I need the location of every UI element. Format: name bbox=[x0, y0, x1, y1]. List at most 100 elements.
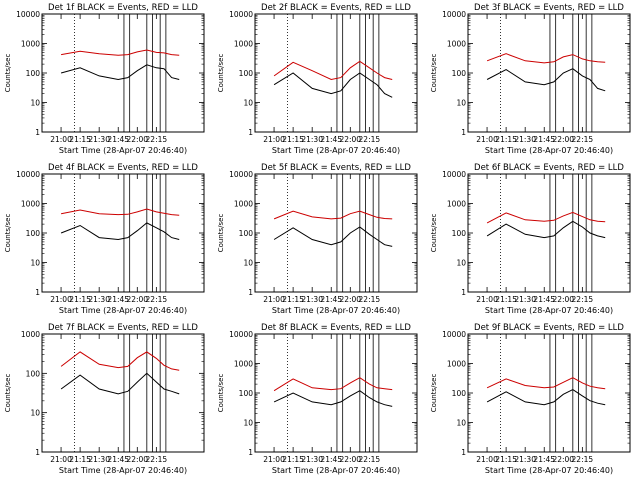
detector-chart-7: Det 7f BLACK = Events, RED = LLD Counts/s… bbox=[4, 323, 205, 475]
x-tick-label: 22:15 bbox=[572, 135, 594, 144]
y-tick-label: 100 bbox=[239, 69, 254, 78]
events-series-line bbox=[273, 72, 393, 98]
events-series-line bbox=[486, 389, 606, 406]
x-axis-label: Start Time (28-Apr-07 20:46:40) bbox=[59, 466, 187, 475]
chart-title: Det 4f BLACK = Events, RED = LLD bbox=[48, 163, 198, 173]
x-axis-label: Start Time (28-Apr-07 20:46:40) bbox=[485, 466, 613, 475]
lld-series-line bbox=[273, 60, 393, 81]
x-tick-label: 21:00 bbox=[50, 455, 72, 464]
chart-title: Det 5f BLACK = Events, RED = LLD bbox=[261, 163, 411, 173]
x-tick-label: 21:00 bbox=[50, 135, 72, 144]
x-tick-label: 21:45 bbox=[533, 295, 555, 304]
plot-frame bbox=[254, 13, 418, 133]
x-tick-label: 21:45 bbox=[107, 455, 129, 464]
y-tick-label: 1 bbox=[461, 448, 466, 457]
y-axis-label: Counts/sec bbox=[217, 374, 225, 413]
y-tick-label: 10000 bbox=[229, 330, 253, 339]
x-tick-label: 22:15 bbox=[572, 295, 594, 304]
y-tick-label: 1000 bbox=[21, 40, 40, 49]
x-tick-label: 22:00 bbox=[552, 295, 574, 304]
plot-frame bbox=[41, 333, 205, 453]
x-tick-label: 22:15 bbox=[146, 455, 168, 464]
x-tick-label: 22:00 bbox=[552, 135, 574, 144]
x-tick-label: 21:00 bbox=[50, 295, 72, 304]
y-tick-label: 100 bbox=[239, 229, 254, 238]
plot-frame bbox=[254, 173, 418, 293]
x-axis-label: Start Time (28-Apr-07 20:46:40) bbox=[59, 306, 187, 315]
y-tick-label: 100 bbox=[452, 229, 467, 238]
x-tick-label: 21:45 bbox=[320, 135, 342, 144]
events-series-line bbox=[273, 390, 393, 407]
y-tick-label: 1000 bbox=[447, 200, 466, 209]
x-tick-label: 21:00 bbox=[263, 455, 285, 464]
y-axis-label: Counts/sec bbox=[430, 54, 438, 93]
x-tick-label: 21:45 bbox=[533, 455, 555, 464]
x-tick-label: 21:45 bbox=[107, 295, 129, 304]
x-tick-label: 21:45 bbox=[533, 135, 555, 144]
x-tick-label: 22:15 bbox=[572, 455, 594, 464]
x-axis-label: Start Time (28-Apr-07 20:46:40) bbox=[272, 466, 400, 475]
chart-title: Det 2f BLACK = Events, RED = LLD bbox=[261, 3, 411, 13]
chart-title: Det 3f BLACK = Events, RED = LLD bbox=[474, 3, 624, 13]
x-tick-label: 21:15 bbox=[282, 455, 304, 464]
y-axis-label: Counts/sec bbox=[430, 214, 438, 253]
y-tick-label: 1000 bbox=[21, 330, 40, 339]
detector-panel-6: Det 6f BLACK = Events, RED = LLD Counts/s… bbox=[426, 160, 639, 320]
x-tick-label: 22:00 bbox=[339, 295, 361, 304]
y-tick-label: 1000 bbox=[21, 200, 40, 209]
events-series-line bbox=[60, 64, 180, 81]
y-tick-label: 10000 bbox=[229, 10, 253, 19]
x-tick-label: 21:30 bbox=[88, 135, 110, 144]
y-tick-label: 10 bbox=[243, 419, 253, 428]
detector-chart-5: Det 5f BLACK = Events, RED = LLD Counts/s… bbox=[217, 163, 418, 315]
y-tick-label: 10000 bbox=[16, 170, 40, 179]
lld-series-line bbox=[273, 377, 393, 392]
x-tick-label: 22:00 bbox=[126, 135, 148, 144]
plot-frame bbox=[41, 13, 205, 133]
x-tick-label: 22:15 bbox=[359, 455, 381, 464]
lld-series-line bbox=[61, 208, 180, 216]
plot-frame bbox=[41, 173, 205, 293]
x-tick-label: 21:15 bbox=[282, 135, 304, 144]
y-tick-label: 1 bbox=[461, 288, 466, 297]
x-tick-label: 21:30 bbox=[301, 455, 323, 464]
x-tick-label: 21:00 bbox=[263, 135, 285, 144]
x-tick-label: 21:30 bbox=[514, 295, 536, 304]
y-axis-label: Counts/sec bbox=[217, 54, 225, 93]
y-tick-label: 1 bbox=[35, 288, 40, 297]
x-tick-label: 21:15 bbox=[69, 295, 91, 304]
y-tick-label: 1 bbox=[35, 448, 40, 457]
y-tick-label: 10000 bbox=[16, 10, 40, 19]
chart-title: Det 8f BLACK = Events, RED = LLD bbox=[261, 323, 411, 333]
y-axis-label: Counts/sec bbox=[217, 214, 225, 253]
events-series-line bbox=[60, 222, 180, 241]
y-axis-label: Counts/sec bbox=[4, 214, 12, 253]
x-tick-label: 21:30 bbox=[301, 295, 323, 304]
x-axis-label: Start Time (28-Apr-07 20:46:40) bbox=[485, 146, 613, 155]
x-tick-label: 22:00 bbox=[552, 455, 574, 464]
y-tick-label: 10 bbox=[30, 99, 40, 108]
detector-chart-4: Det 4f BLACK = Events, RED = LLD Counts/s… bbox=[4, 163, 205, 315]
detector-chart-1: Det 1f BLACK = Events, RED = LLD Counts/s… bbox=[4, 3, 205, 155]
x-tick-label: 21:15 bbox=[495, 135, 517, 144]
y-tick-label: 100 bbox=[26, 69, 41, 78]
detector-panel-4: Det 4f BLACK = Events, RED = LLD Counts/s… bbox=[0, 160, 213, 320]
x-axis-label: Start Time (28-Apr-07 20:46:40) bbox=[59, 146, 187, 155]
chart-title: Det 9f BLACK = Events, RED = LLD bbox=[474, 323, 624, 333]
x-tick-label: 21:30 bbox=[301, 135, 323, 144]
y-tick-label: 1000 bbox=[234, 360, 253, 369]
y-tick-label: 10000 bbox=[229, 170, 253, 179]
x-tick-label: 21:45 bbox=[320, 455, 342, 464]
detector-panel-8: Det 8f BLACK = Events, RED = LLD Counts/s… bbox=[213, 320, 426, 480]
x-tick-label: 21:15 bbox=[69, 135, 91, 144]
x-tick-label: 22:00 bbox=[339, 135, 361, 144]
y-tick-label: 100 bbox=[26, 229, 41, 238]
x-axis-label: Start Time (28-Apr-07 20:46:40) bbox=[272, 146, 400, 155]
detector-panel-1: Det 1f BLACK = Events, RED = LLD Counts/s… bbox=[0, 0, 213, 160]
y-tick-label: 10 bbox=[456, 259, 466, 268]
y-tick-label: 1 bbox=[248, 128, 253, 137]
detector-panel-2: Det 2f BLACK = Events, RED = LLD Counts/s… bbox=[213, 0, 426, 160]
x-tick-label: 22:00 bbox=[126, 295, 148, 304]
y-tick-label: 10 bbox=[456, 99, 466, 108]
